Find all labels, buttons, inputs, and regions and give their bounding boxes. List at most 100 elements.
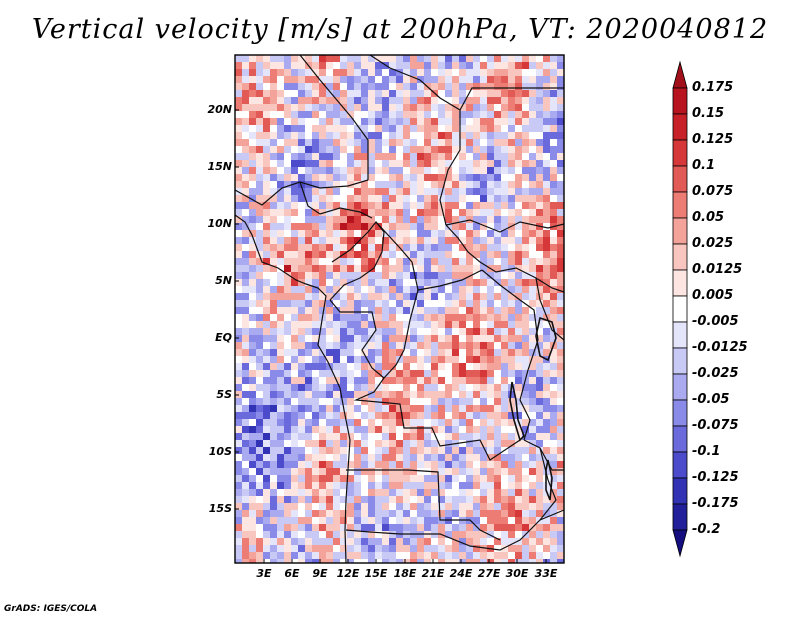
field-cell (501, 398, 508, 405)
field-cell (487, 146, 494, 153)
field-cell (473, 188, 480, 195)
field-cell (522, 496, 529, 503)
field-cell (368, 188, 375, 195)
field-cell (480, 195, 487, 202)
field-cell (529, 293, 536, 300)
field-cell (431, 433, 438, 440)
field-cell (487, 412, 494, 419)
field-cell (424, 167, 431, 174)
field-cell (396, 503, 403, 510)
field-cell (452, 223, 459, 230)
field-cell (536, 265, 543, 272)
field-cell (480, 545, 487, 552)
field-cell (256, 216, 263, 223)
field-cell (536, 160, 543, 167)
field-cell (312, 538, 319, 545)
field-cell (473, 419, 480, 426)
field-cell (319, 531, 326, 538)
field-cell (291, 391, 298, 398)
field-cell (480, 209, 487, 216)
field-cell (529, 272, 536, 279)
field-cell (291, 188, 298, 195)
field-cell (256, 335, 263, 342)
field-cell (396, 160, 403, 167)
field-cell (480, 90, 487, 97)
field-cell (487, 258, 494, 265)
field-cell (333, 503, 340, 510)
field-cell (270, 559, 277, 563)
field-cell (445, 531, 452, 538)
field-cell (410, 538, 417, 545)
field-cell (382, 286, 389, 293)
field-cell (445, 174, 452, 181)
field-cell (452, 111, 459, 118)
field-cell (536, 510, 543, 517)
field-cell (333, 202, 340, 209)
xtick-label: 33E (534, 567, 558, 580)
field-cell (389, 447, 396, 454)
field-cell (256, 363, 263, 370)
field-cell (403, 83, 410, 90)
field-cell (291, 76, 298, 83)
field-cell (284, 405, 291, 412)
field-cell (487, 314, 494, 321)
field-cell (361, 244, 368, 251)
field-cell (375, 111, 382, 118)
field-cell (550, 300, 557, 307)
field-cell (277, 111, 284, 118)
field-cell (340, 160, 347, 167)
field-cell (396, 174, 403, 181)
field-cell (445, 300, 452, 307)
field-cell (354, 286, 361, 293)
field-cell (305, 398, 312, 405)
field-cell (557, 223, 564, 230)
field-cell (326, 531, 333, 538)
field-cell (354, 405, 361, 412)
field-cell (270, 230, 277, 237)
field-cell (256, 230, 263, 237)
field-cell (375, 384, 382, 391)
field-cell (445, 76, 452, 83)
field-cell (291, 356, 298, 363)
field-cell (501, 279, 508, 286)
field-cell (389, 202, 396, 209)
field-cell (452, 461, 459, 468)
field-cell (298, 545, 305, 552)
field-cell (354, 468, 361, 475)
field-cell (389, 209, 396, 216)
field-cell (319, 440, 326, 447)
field-cell (347, 461, 354, 468)
field-cell (396, 489, 403, 496)
field-cell (508, 195, 515, 202)
field-cell (410, 517, 417, 524)
field-cell (333, 146, 340, 153)
field-cell (389, 307, 396, 314)
field-cell (543, 55, 550, 62)
field-cell (298, 139, 305, 146)
field-cell (389, 90, 396, 97)
field-cell (375, 335, 382, 342)
field-cell (424, 545, 431, 552)
field-cell (333, 167, 340, 174)
field-cell (263, 503, 270, 510)
field-cell (424, 76, 431, 83)
field-cell (480, 83, 487, 90)
field-cell (536, 552, 543, 559)
field-cell (445, 160, 452, 167)
field-cell (494, 447, 501, 454)
field-cell (368, 356, 375, 363)
field-cell (438, 244, 445, 251)
field-cell (249, 118, 256, 125)
field-cell (550, 447, 557, 454)
field-cell (389, 216, 396, 223)
field-cell (312, 552, 319, 559)
field-cell (326, 272, 333, 279)
field-cell (424, 55, 431, 62)
field-cell (382, 76, 389, 83)
field-cell (522, 293, 529, 300)
field-cell (249, 272, 256, 279)
field-cell (361, 216, 368, 223)
field-cell (389, 335, 396, 342)
field-cell (557, 433, 564, 440)
field-cell (515, 545, 522, 552)
